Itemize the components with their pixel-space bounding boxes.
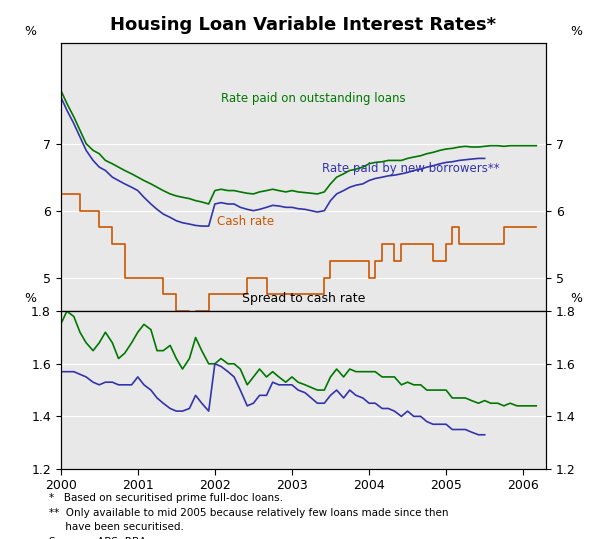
Text: %: % xyxy=(25,25,36,38)
Text: Spread to cash rate: Spread to cash rate xyxy=(242,292,365,305)
Text: *   Based on securitised prime full-doc loans.: * Based on securitised prime full-doc lo… xyxy=(49,493,283,503)
Text: Rate paid by new borrowers**: Rate paid by new borrowers** xyxy=(322,162,499,175)
Text: %: % xyxy=(571,292,582,305)
Text: Sources: ABS; RBA: Sources: ABS; RBA xyxy=(49,537,146,539)
Text: have been securitised.: have been securitised. xyxy=(49,522,183,533)
Text: Housing Loan Variable Interest Rates*: Housing Loan Variable Interest Rates* xyxy=(110,16,497,34)
Text: %: % xyxy=(25,292,36,305)
Text: Cash rate: Cash rate xyxy=(217,216,274,229)
Text: %: % xyxy=(571,25,582,38)
Text: **  Only available to mid 2005 because relatively few loans made since then: ** Only available to mid 2005 because re… xyxy=(49,508,448,518)
Text: Rate paid on outstanding loans: Rate paid on outstanding loans xyxy=(221,92,405,105)
